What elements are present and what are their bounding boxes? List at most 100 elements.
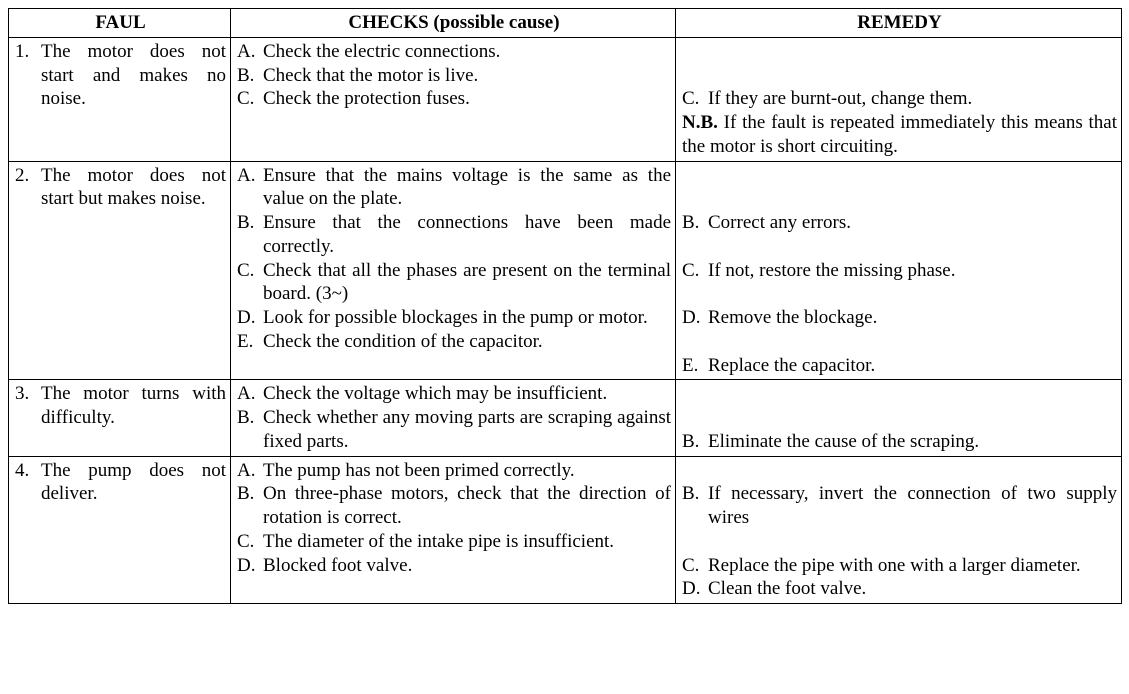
list-marker: A. — [237, 459, 263, 483]
cell-remedy: B.Correct any errors. C.If not, restore … — [676, 161, 1122, 380]
remedy-blank — [682, 382, 1117, 406]
note-prefix: N.B. — [682, 112, 718, 133]
cell-faul: 2. The motor does not start but makes no… — [9, 161, 231, 380]
check-item: D.Blocked foot valve. — [237, 554, 671, 578]
cell-remedy: B.Eliminate the cause of the scraping. — [676, 380, 1122, 456]
note-text: If the fault is repeated immediately thi… — [682, 112, 1117, 157]
check-text: Ensure that the connections have been ma… — [263, 211, 671, 259]
table-body: 1. The motor does not start and makes no… — [9, 37, 1122, 603]
remedy-blank — [682, 64, 1117, 88]
list-marker: B. — [682, 482, 708, 530]
check-item: B.On three-phase motors, check that the … — [237, 482, 671, 530]
remedy-text: Eliminate the cause of the scraping. — [708, 430, 1117, 454]
remedy-note: N.B. If the fault is repeated immediatel… — [682, 111, 1117, 159]
list-marker: B. — [682, 430, 708, 454]
check-text: Ensure that the mains voltage is the sam… — [263, 164, 671, 212]
list-marker: A. — [237, 40, 263, 64]
cell-faul: 1. The motor does not start and makes no… — [9, 37, 231, 161]
faul-item: 3. The motor turns with difficulty. — [15, 382, 226, 430]
list-marker: D. — [237, 554, 263, 578]
remedy-blank — [682, 330, 1117, 354]
remedy-item: B.If necessary, invert the connection of… — [682, 482, 1117, 530]
faul-item: 1. The motor does not start and makes no… — [15, 40, 226, 111]
remedy-text: If necessary, invert the connection of t… — [708, 482, 1117, 530]
check-item: B.Check whether any moving parts are scr… — [237, 406, 671, 454]
check-item: A.Check the voltage which may be insuffi… — [237, 382, 671, 406]
list-marker: D. — [682, 577, 708, 601]
remedy-item: C.If they are burnt-out, change them. — [682, 87, 1117, 111]
remedy-text: Replace the capacitor. — [708, 354, 1117, 378]
remedy-text: If they are burnt-out, change them. — [708, 87, 1117, 111]
cell-remedy: B.If necessary, invert the connection of… — [676, 456, 1122, 604]
list-marker: C. — [237, 259, 263, 307]
remedy-item: D.Clean the foot valve. — [682, 577, 1117, 601]
list-marker: 2. — [15, 164, 41, 212]
check-text: Check the condition of the capacitor. — [263, 330, 671, 354]
cell-remedy: C.If they are burnt-out, change them. N.… — [676, 37, 1122, 161]
cell-checks: A.The pump has not been primed correctly… — [231, 456, 676, 604]
list-marker: 1. — [15, 40, 41, 111]
list-marker: D. — [237, 306, 263, 330]
remedy-text: Clean the foot valve. — [708, 577, 1117, 601]
check-text: Look for possible blockages in the pump … — [263, 306, 671, 330]
remedy-text: Remove the blockage. — [708, 306, 1117, 330]
table-row: 3. The motor turns with difficulty. A.Ch… — [9, 380, 1122, 456]
list-marker: D. — [682, 306, 708, 330]
table-row: 4. The pump does not deliver. A.The pump… — [9, 456, 1122, 604]
list-marker: A. — [237, 382, 263, 406]
remedy-item: C.Replace the pipe with one with a large… — [682, 554, 1117, 578]
list-marker: 3. — [15, 382, 41, 430]
remedy-blank — [682, 235, 1117, 259]
remedy-item: D.Remove the blockage. — [682, 306, 1117, 330]
check-item: C.Check the protection fuses. — [237, 87, 671, 111]
list-marker: C. — [682, 554, 708, 578]
remedy-text: If not, restore the missing phase. — [708, 259, 1117, 283]
list-marker: C. — [237, 87, 263, 111]
remedy-item: E.Replace the capacitor. — [682, 354, 1117, 378]
remedy-item: C.If not, restore the missing phase. — [682, 259, 1117, 283]
check-text: Blocked foot valve. — [263, 554, 671, 578]
check-text: Check that the motor is live. — [263, 64, 671, 88]
remedy-item: B.Eliminate the cause of the scraping. — [682, 430, 1117, 454]
remedy-text: Correct any errors. — [708, 211, 1117, 235]
table-row: 1. The motor does not start and makes no… — [9, 37, 1122, 161]
remedy-blank — [682, 164, 1117, 188]
faul-text: The motor does not start but makes noise… — [41, 164, 226, 212]
remedy-blank — [682, 282, 1117, 306]
col-header-checks: CHECKS (possible cause) — [231, 9, 676, 38]
check-item: B.Check that the motor is live. — [237, 64, 671, 88]
faul-item: 2. The motor does not start but makes no… — [15, 164, 226, 212]
check-text: Check that all the phases are present on… — [263, 259, 671, 307]
remedy-blank — [682, 40, 1117, 64]
check-text: On three-phase motors, check that the di… — [263, 482, 671, 530]
list-marker: C. — [682, 87, 708, 111]
check-text: Check the voltage which may be insuffici… — [263, 382, 671, 406]
check-text: Check the protection fuses. — [263, 87, 671, 111]
faul-text: The pump does not deliver. — [41, 459, 226, 507]
check-text: Check the electric connections. — [263, 40, 671, 64]
faul-item: 4. The pump does not deliver. — [15, 459, 226, 507]
list-marker: E. — [682, 354, 708, 378]
check-item: B.Ensure that the connections have been … — [237, 211, 671, 259]
list-marker: B. — [237, 406, 263, 454]
check-item: C.Check that all the phases are present … — [237, 259, 671, 307]
remedy-item: B.Correct any errors. — [682, 211, 1117, 235]
col-header-faul: FAUL — [9, 9, 231, 38]
check-text: Check whether any moving parts are scrap… — [263, 406, 671, 454]
cell-checks: A.Ensure that the mains voltage is the s… — [231, 161, 676, 380]
remedy-text: Replace the pipe with one with a larger … — [708, 554, 1117, 578]
troubleshooting-table: FAUL CHECKS (possible cause) REMEDY 1. T… — [8, 8, 1122, 604]
check-item: A.The pump has not been primed correctly… — [237, 459, 671, 483]
check-item: A.Ensure that the mains voltage is the s… — [237, 164, 671, 212]
cell-checks: A.Check the voltage which may be insuffi… — [231, 380, 676, 456]
remedy-blank — [682, 187, 1117, 211]
faul-text: The motor does not start and makes no no… — [41, 40, 226, 111]
col-header-remedy: REMEDY — [676, 9, 1122, 38]
list-marker: B. — [237, 482, 263, 530]
remedy-blank — [682, 459, 1117, 483]
table-header-row: FAUL CHECKS (possible cause) REMEDY — [9, 9, 1122, 38]
list-marker: B. — [237, 211, 263, 259]
check-text: The diameter of the intake pipe is insuf… — [263, 530, 671, 554]
list-marker: A. — [237, 164, 263, 212]
check-item: A.Check the electric connections. — [237, 40, 671, 64]
